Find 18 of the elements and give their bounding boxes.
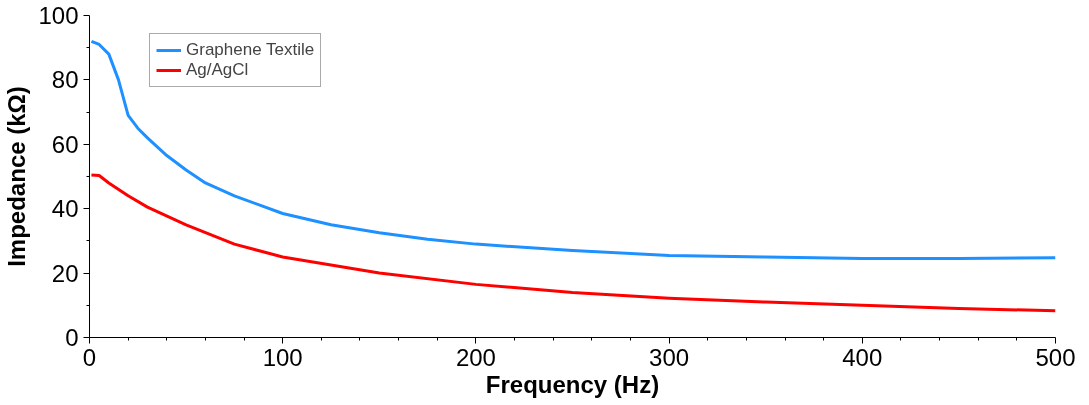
x-tick-label: 400 xyxy=(842,343,883,371)
y-tick-label: 20 xyxy=(51,259,79,287)
line-series xyxy=(89,39,1056,261)
x-tick-label: 500 xyxy=(1035,343,1076,371)
x-tick-label: 300 xyxy=(649,343,690,371)
y-tick-label: 80 xyxy=(51,66,79,94)
y-axis-title: Impedance (kΩ) xyxy=(3,86,31,267)
x-tick-label: 200 xyxy=(455,343,496,371)
y-tick-label: 100 xyxy=(38,2,79,29)
line-series xyxy=(89,173,1056,313)
x-axis-title: Frequency (Hz) xyxy=(485,370,660,398)
legend-label: Graphene Textile xyxy=(186,40,315,60)
x-tick-label: 0 xyxy=(82,343,97,371)
y-tick-label: 40 xyxy=(51,195,79,223)
y-tick-label: 0 xyxy=(65,324,79,351)
x-tick-label: 100 xyxy=(262,343,303,371)
y-tick-label: 60 xyxy=(51,130,79,158)
legend-label: Ag/AgCl xyxy=(186,60,249,80)
